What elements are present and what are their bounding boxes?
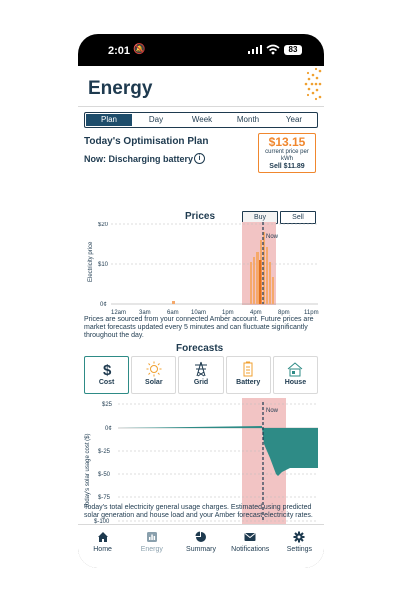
y-tick: $-100 (94, 519, 110, 525)
nav-label: Home (93, 546, 112, 553)
nav-summary[interactable]: Summary (176, 525, 225, 568)
phone-frame: 2:01 🔕 83 Energy (78, 34, 324, 568)
pylon-icon (195, 361, 207, 377)
y-tick: $10 (98, 262, 109, 268)
bell-muted-icon: 🔕 (133, 44, 146, 55)
gear-icon (293, 531, 305, 543)
y-tick: 0¢ (105, 426, 112, 432)
now-label: Now (266, 234, 279, 240)
home-icon (97, 532, 108, 542)
current-price-card: $13.15 current price per kWh Sell $11.89 (258, 133, 316, 173)
price-bar (266, 247, 268, 304)
tile-label: Solar (145, 379, 163, 386)
forecasts-title: Forecasts (176, 343, 224, 354)
now-label: Now (266, 408, 279, 414)
app-header: Energy (78, 66, 324, 106)
tab-day[interactable]: Day (148, 115, 164, 124)
x-tick: 11pm (304, 310, 319, 316)
forecast-tile-battery[interactable]: Battery (225, 356, 271, 394)
svg-text:$: $ (103, 362, 112, 377)
dollar-icon: $ (103, 362, 112, 377)
y-axis-label: Today's solar usage cost ($) (85, 433, 91, 508)
mail-icon (244, 533, 256, 541)
period-tabs: Plan Day Week Month Year (84, 112, 318, 128)
tile-label: Grid (193, 379, 209, 386)
current-price-label: current price per kWh (265, 149, 309, 162)
y-tick: $-75 (98, 495, 111, 501)
forecast-tile-cost[interactable]: $ Cost (84, 356, 130, 394)
cost-area-positive (118, 426, 262, 428)
y-tick: $25 (102, 402, 113, 408)
sell-toggle[interactable]: Sell (280, 211, 316, 224)
prices-chart: $20 $10 0¢ Electricity price Now 12am 3a… (88, 222, 319, 316)
prices-note: Prices are sourced from your connected A… (84, 316, 314, 339)
tile-label: Battery (236, 379, 261, 386)
current-price-bar (259, 260, 262, 304)
current-price: $13.15 (268, 135, 306, 149)
page-title: Energy (88, 78, 153, 99)
nav-label: Notifications (231, 546, 270, 553)
price-bar (256, 252, 259, 304)
status-bar: 2:01 🔕 83 (78, 34, 324, 66)
x-tick: 4pm (250, 310, 262, 316)
sun-icon (146, 361, 162, 377)
y-tick: $-50 (98, 472, 111, 478)
price-bar (263, 232, 265, 304)
nav-label: Summary (186, 546, 216, 553)
chart-icon (146, 532, 157, 542)
x-tick: 10am (191, 310, 206, 316)
tile-label: Cost (98, 379, 115, 386)
forecast-tile-grid[interactable]: Grid (178, 356, 224, 394)
header-divider (78, 106, 324, 107)
price-bar (272, 277, 274, 304)
x-tick: 1pm (222, 310, 234, 316)
cost-note: Today's total electricity general usage … (84, 504, 313, 519)
y-tick: 0¢ (100, 302, 107, 308)
y-tick: $-25 (98, 449, 111, 455)
wifi-icon (266, 44, 280, 55)
house-icon (288, 362, 303, 377)
sell-price: Sell $11.89 (269, 163, 305, 170)
tab-plan[interactable]: Plan (86, 114, 132, 126)
nav-notifications[interactable]: Notifications (226, 525, 275, 568)
battery-icon (243, 361, 253, 377)
price-bar (172, 301, 175, 304)
nav-home[interactable]: Home (78, 525, 127, 568)
prices-title: Prices (185, 211, 216, 222)
info-icon[interactable]: i (194, 153, 205, 164)
tab-year[interactable]: Year (285, 115, 303, 124)
x-tick: 6am (167, 310, 179, 316)
price-bar (253, 257, 255, 304)
tab-month[interactable]: Month (236, 115, 260, 124)
price-bar (269, 262, 271, 304)
grid-lines (118, 403, 318, 522)
forecast-tiles: $ Cost Solar (84, 356, 319, 394)
nav-label: Settings (286, 546, 313, 553)
forecast-tile-solar[interactable]: Solar (131, 356, 177, 394)
battery-level: 83 (284, 45, 302, 55)
price-bar (250, 262, 252, 304)
nav-label: Energy (140, 546, 163, 553)
status-time: 2:01 (108, 45, 131, 57)
app-screen: Energy Plan Day Week Month Year Today's … (78, 66, 324, 568)
bottom-nav: Home Energy Summary (78, 524, 324, 568)
signal-icon (248, 45, 262, 54)
plan-status: Now: Discharging battery (84, 154, 194, 164)
x-tick: 12am (111, 310, 126, 316)
nav-settings[interactable]: Settings (275, 525, 324, 568)
plan-title: Today's Optimisation Plan (84, 136, 209, 147)
y-tick: $20 (98, 222, 109, 228)
tab-week[interactable]: Week (191, 115, 213, 124)
forecast-tile-house[interactable]: House (272, 356, 319, 394)
pie-icon (195, 531, 206, 542)
amber-logo-icon (304, 67, 322, 101)
tile-label: House (284, 379, 307, 386)
x-tick: 8pm (278, 310, 290, 316)
x-tick: 3am (139, 310, 151, 316)
cost-area-negative (262, 428, 318, 476)
y-axis-label: Electricity price (88, 241, 94, 282)
nav-energy[interactable]: Energy (127, 525, 176, 568)
